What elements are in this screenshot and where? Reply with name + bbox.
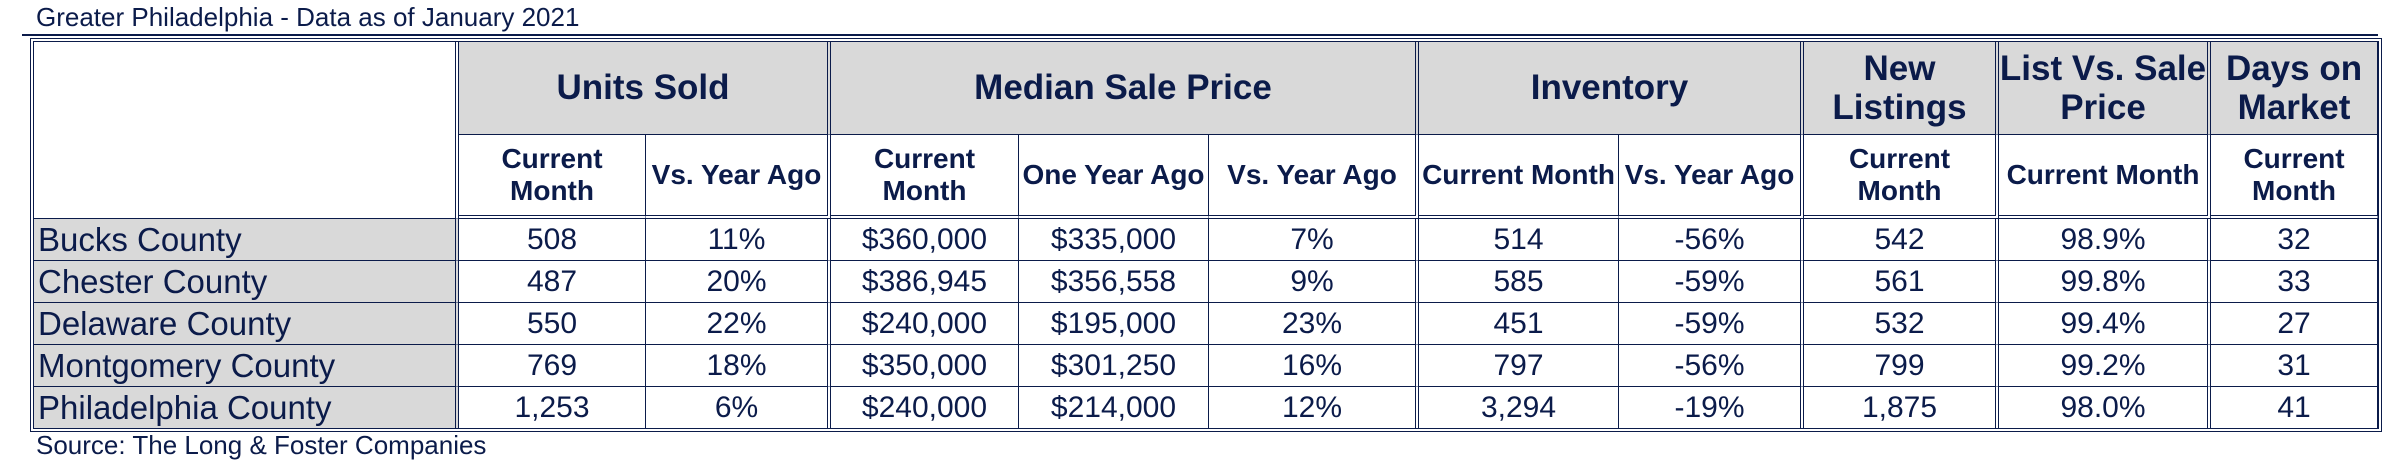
msp-one-year-cell: $335,000	[1019, 219, 1209, 261]
county-name: Philadelphia County	[34, 387, 459, 428]
units-current-cell: 550	[459, 303, 646, 345]
msp-vs-year-cell: 12%	[1209, 387, 1419, 428]
msp-current-cell: $360,000	[831, 219, 1019, 261]
msp-one-year-cell: $356,558	[1019, 261, 1209, 303]
market-data-table: Units Sold Median Sale Price Inventory N…	[30, 38, 2383, 432]
days-on-market-cell: 33	[2211, 261, 2379, 303]
header-units-sold: Units Sold	[459, 42, 831, 135]
new-listings-cell: 799	[1804, 345, 2000, 387]
header-list-vs-sale-price: List Vs. Sale Price	[1999, 42, 2212, 135]
msp-current-cell: $350,000	[831, 345, 1019, 387]
new-listings-cell: 1,875	[1804, 387, 2000, 428]
table-row: Chester County 487 20% $386,945 $356,558…	[34, 261, 2379, 303]
table-row: Delaware County 550 22% $240,000 $195,00…	[34, 303, 2379, 345]
msp-vs-year-cell: 16%	[1209, 345, 1419, 387]
msp-current-cell: $386,945	[831, 261, 1019, 303]
inv-current-cell: 514	[1419, 219, 1619, 261]
header-new-listings: New Listings	[1804, 42, 2000, 135]
inv-current-cell: 797	[1419, 345, 1619, 387]
days-on-market-cell: 41	[2211, 387, 2379, 428]
subheader-lvs-current: Current Month	[1999, 135, 2212, 219]
table-title: Greater Philadelphia - Data as of Januar…	[36, 2, 580, 32]
msp-one-year-cell: $214,000	[1019, 387, 1209, 428]
inv-vs-year-cell: -56%	[1619, 345, 1805, 387]
header-inventory: Inventory	[1419, 42, 1805, 135]
county-name: Montgomery County	[34, 345, 459, 387]
units-vs-year-cell: 20%	[646, 261, 831, 303]
units-vs-year-cell: 11%	[646, 219, 831, 261]
msp-one-year-cell: $195,000	[1019, 303, 1209, 345]
inv-current-cell: 3,294	[1419, 387, 1619, 428]
table-row: Philadelphia County 1,253 6% $240,000 $2…	[34, 387, 2379, 428]
table-row: Montgomery County 769 18% $350,000 $301,…	[34, 345, 2379, 387]
units-vs-year-cell: 6%	[646, 387, 831, 428]
subheader-nl-current: Current Month	[1804, 135, 2000, 219]
header-corner	[34, 42, 459, 219]
inv-current-cell: 451	[1419, 303, 1619, 345]
inv-current-cell: 585	[1419, 261, 1619, 303]
msp-vs-year-cell: 7%	[1209, 219, 1419, 261]
new-listings-cell: 542	[1804, 219, 2000, 261]
new-listings-cell: 561	[1804, 261, 2000, 303]
msp-current-cell: $240,000	[831, 387, 1019, 428]
units-vs-year-cell: 18%	[646, 345, 831, 387]
subheader-msp-one-year: One Year Ago	[1019, 135, 1209, 219]
units-current-cell: 769	[459, 345, 646, 387]
subheader-units-current: Current Month	[459, 135, 646, 219]
inv-vs-year-cell: -56%	[1619, 219, 1805, 261]
inv-vs-year-cell: -59%	[1619, 303, 1805, 345]
msp-one-year-cell: $301,250	[1019, 345, 1209, 387]
units-vs-year-cell: 22%	[646, 303, 831, 345]
county-name: Bucks County	[34, 219, 459, 261]
msp-current-cell: $240,000	[831, 303, 1019, 345]
county-name: Delaware County	[34, 303, 459, 345]
subheader-dom-current: Current Month	[2211, 135, 2379, 219]
list-vs-sale-cell: 98.0%	[1999, 387, 2212, 428]
source-note: Source: The Long & Foster Companies	[36, 430, 487, 460]
subheader-msp-vs-year: Vs. Year Ago	[1209, 135, 1419, 219]
inv-vs-year-cell: -59%	[1619, 261, 1805, 303]
list-vs-sale-cell: 98.9%	[1999, 219, 2212, 261]
title-rule	[22, 34, 2378, 36]
subheader-inv-current: Current Month	[1419, 135, 1619, 219]
days-on-market-cell: 32	[2211, 219, 2379, 261]
units-current-cell: 508	[459, 219, 646, 261]
units-current-cell: 1,253	[459, 387, 646, 428]
inv-vs-year-cell: -19%	[1619, 387, 1805, 428]
list-vs-sale-cell: 99.2%	[1999, 345, 2212, 387]
county-name: Chester County	[34, 261, 459, 303]
new-listings-cell: 532	[1804, 303, 2000, 345]
days-on-market-cell: 31	[2211, 345, 2379, 387]
msp-vs-year-cell: 9%	[1209, 261, 1419, 303]
units-current-cell: 487	[459, 261, 646, 303]
days-on-market-cell: 27	[2211, 303, 2379, 345]
header-days-on-market: Days on Market	[2211, 42, 2379, 135]
msp-vs-year-cell: 23%	[1209, 303, 1419, 345]
header-median-sale-price: Median Sale Price	[831, 42, 1419, 135]
subheader-units-vs-year: Vs. Year Ago	[646, 135, 831, 219]
table-row: Bucks County 508 11% $360,000 $335,000 7…	[34, 219, 2379, 261]
list-vs-sale-cell: 99.8%	[1999, 261, 2212, 303]
subheader-msp-current: Current Month	[831, 135, 1019, 219]
list-vs-sale-cell: 99.4%	[1999, 303, 2212, 345]
subheader-inv-vs-year: Vs. Year Ago	[1619, 135, 1805, 219]
